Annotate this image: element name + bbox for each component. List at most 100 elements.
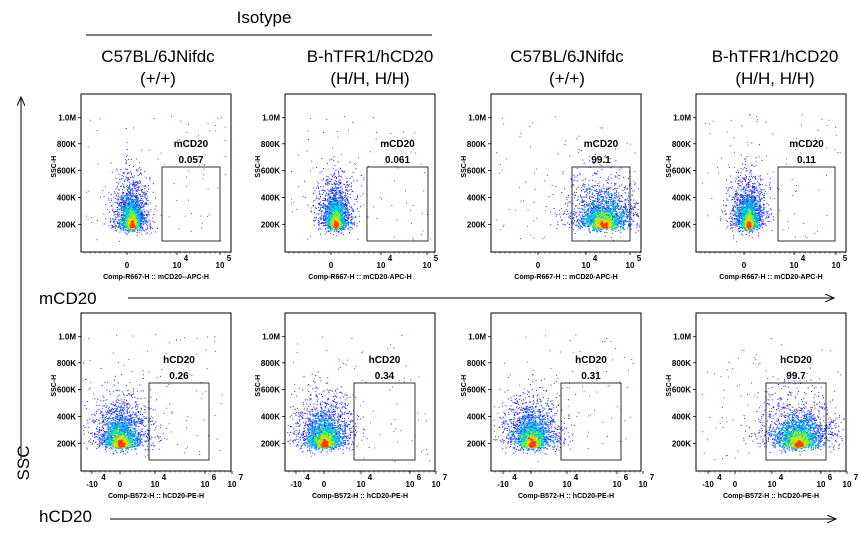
- gate-percentage-label: 99.1: [591, 155, 611, 166]
- x-tick-label: 10: [613, 480, 622, 489]
- x-axis-label: Comp-B572-H :: hCD20-PE-H: [518, 493, 614, 500]
- row-1-x-axis-label: mCD20: [39, 289, 97, 308]
- y-tick-label: 600K: [467, 386, 486, 395]
- y-tick-label: 400K: [261, 412, 280, 421]
- row-2-x-axis-label: hCD20: [39, 507, 92, 526]
- x-tick-exponent: 4: [184, 254, 189, 263]
- x-axis-label: Comp-R667-H :: mCD20-APC-H: [514, 274, 617, 281]
- y-tick-label: 600K: [261, 167, 280, 176]
- x-tick-exponent: 4: [779, 473, 784, 482]
- x-tick-label: 10: [201, 480, 210, 489]
- x-axis-label: Comp-R667-H :: mCD20--APC-H: [103, 274, 209, 281]
- x-tick-label: 10: [423, 261, 432, 270]
- x-tick-label: 10: [216, 261, 225, 270]
- x-tick-label: 10: [832, 261, 841, 270]
- column-3-title: C57BL/6JNifdc: [510, 47, 624, 66]
- column-3-genotype: (+/+): [549, 69, 585, 88]
- column-1-genotype: (+/+): [140, 69, 176, 88]
- y-tick-label: 600K: [261, 386, 280, 395]
- y-axis-label: SSC-H: [255, 156, 262, 178]
- x-axis-label: Comp-R667-H :: mCD20-APC-H: [308, 274, 411, 281]
- y-tick-label: 200K: [467, 220, 486, 229]
- gate-percentage-label: 0.26: [169, 371, 189, 382]
- x-tick-label: 0: [529, 480, 534, 489]
- x-tick-exponent: 4: [593, 254, 598, 263]
- x-tick-exponent: 7: [650, 473, 655, 482]
- x-tick-label: -10: [702, 480, 714, 489]
- y-axis-label: SSC-H: [666, 375, 673, 397]
- x-tick-exponent: 4: [101, 473, 106, 482]
- plot-frame: [285, 94, 435, 252]
- x-tick-exponent: 7: [239, 473, 244, 482]
- y-axis-label: SSC-H: [461, 156, 468, 178]
- gate-name-label: mCD20: [789, 139, 824, 150]
- column-4-genotype: (H/H, H/H): [735, 69, 814, 88]
- y-axis-label: SSC-H: [461, 375, 468, 397]
- x-tick-label: 10: [639, 480, 648, 489]
- isotype-label: Isotype: [237, 8, 292, 27]
- x-tick-exponent: 5: [227, 254, 232, 263]
- y-tick-label: 800K: [261, 359, 280, 368]
- x-axis-label: Comp-B572-H :: hCD20-PE-H: [312, 493, 408, 500]
- x-tick-exponent: 4: [574, 473, 579, 482]
- y-tick-label: 1.0M: [262, 114, 280, 123]
- y-axis-label: SSC-H: [51, 156, 58, 178]
- column-2-genotype: (H/H, H/H): [330, 69, 409, 88]
- y-tick-label: 600K: [672, 386, 691, 395]
- x-tick-exponent: 5: [434, 254, 439, 263]
- y-tick-label: 600K: [672, 167, 691, 176]
- x-tick-exponent: 4: [368, 473, 373, 482]
- y-tick-label: 200K: [57, 220, 76, 229]
- plot-frame: [696, 313, 846, 471]
- x-tick-label: 0: [742, 261, 747, 270]
- y-tick-label: 400K: [57, 412, 76, 421]
- plot-frame: [81, 94, 231, 252]
- gate-percentage-label: 99.7: [786, 371, 806, 382]
- gate-name-label: hCD20: [163, 355, 195, 366]
- y-tick-label: 400K: [672, 412, 691, 421]
- y-tick-label: 1.0M: [262, 333, 280, 342]
- y-axis-label: SSC-H: [51, 375, 58, 397]
- y-tick-label: 200K: [467, 439, 486, 448]
- y-tick-label: 800K: [57, 359, 76, 368]
- y-tick-label: 800K: [672, 359, 691, 368]
- x-tick-label: 0: [733, 480, 738, 489]
- x-tick-exponent: 7: [443, 473, 448, 482]
- y-tick-label: 200K: [672, 439, 691, 448]
- x-tick-exponent: 4: [162, 473, 167, 482]
- y-tick-label: 1.0M: [58, 333, 76, 342]
- gate-name-label: mCD20: [174, 139, 209, 150]
- y-tick-label: 1.0M: [673, 333, 691, 342]
- gate-percentage-label: 0.31: [581, 371, 601, 382]
- x-tick-label: 0: [322, 480, 327, 489]
- y-tick-label: 400K: [467, 412, 486, 421]
- column-4-title: B-hTFR1/hCD20: [712, 47, 839, 66]
- x-tick-label: 0: [536, 261, 541, 270]
- column-1-title: C57BL/6JNifdc: [101, 47, 215, 66]
- x-tick-label: 10: [563, 480, 572, 489]
- y-tick-label: 200K: [57, 439, 76, 448]
- y-tick-label: 400K: [261, 193, 280, 202]
- gate-name-label: hCD20: [369, 355, 401, 366]
- flow-cytometry-figure: Isotype C57BL/6JNifdc (+/+) B-hTFR1/hCD2…: [0, 0, 859, 533]
- y-tick-label: 800K: [672, 140, 691, 149]
- x-tick-exponent: 6: [624, 473, 629, 482]
- y-tick-label: 400K: [57, 193, 76, 202]
- x-tick-exponent: 4: [801, 254, 806, 263]
- y-tick-label: 600K: [467, 167, 486, 176]
- gate-name-label: hCD20: [780, 355, 812, 366]
- y-tick-label: 800K: [467, 359, 486, 368]
- x-tick-exponent: 7: [854, 473, 859, 482]
- x-axis-label: Comp-B572-H :: hCD20-PE-H: [108, 493, 204, 500]
- x-tick-label: 0: [125, 261, 130, 270]
- x-tick-label: 10: [173, 261, 182, 270]
- gate-percentage-label: 0.061: [385, 155, 410, 166]
- y-tick-label: 1.0M: [58, 114, 76, 123]
- x-tick-exponent: 4: [717, 473, 722, 482]
